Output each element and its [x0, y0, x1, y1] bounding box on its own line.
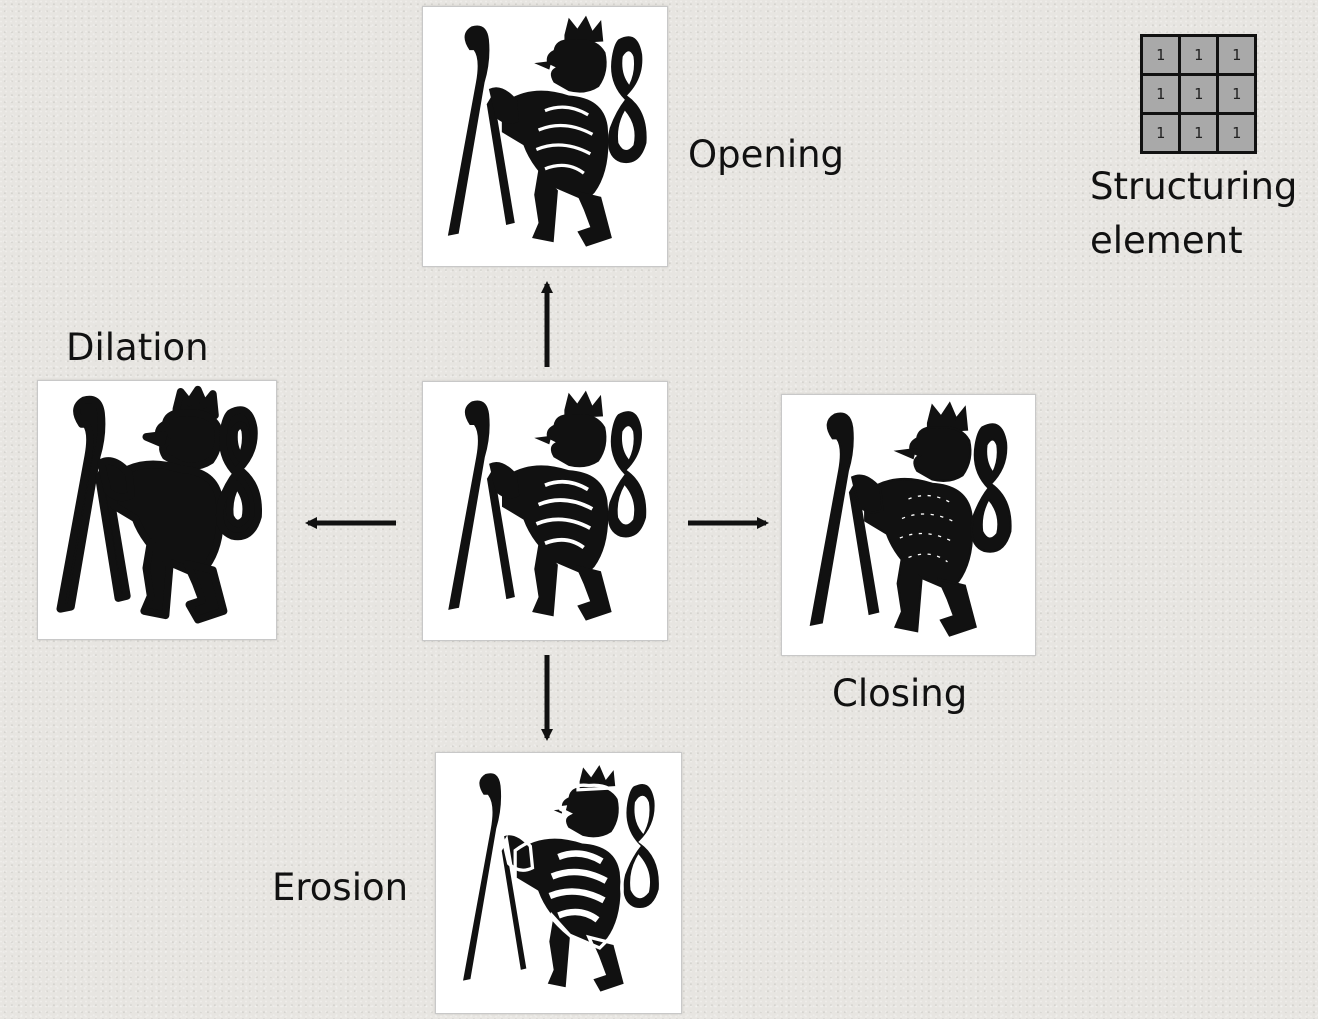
dilation-label: Dilation: [66, 326, 209, 369]
se-cell: 1: [1143, 76, 1178, 112]
se-cell: 1: [1219, 37, 1254, 73]
structuring-element-grid: 1 1 1 1 1 1 1 1 1: [1140, 34, 1257, 154]
structuring-caption-line2: element: [1090, 219, 1243, 262]
opening-image: [422, 6, 668, 267]
se-cell: 1: [1181, 115, 1216, 151]
se-cell: 1: [1219, 76, 1254, 112]
closing-image: [781, 394, 1036, 656]
dilation-image: [37, 380, 277, 640]
opening-label: Opening: [688, 133, 845, 176]
se-cell: 1: [1181, 76, 1216, 112]
erosion-image: [435, 752, 682, 1014]
erosion-label: Erosion: [272, 866, 409, 909]
structuring-caption-line1: Structuring: [1090, 165, 1298, 208]
se-cell: 1: [1219, 115, 1254, 151]
original-image: [422, 381, 668, 641]
se-cell: 1: [1143, 37, 1178, 73]
se-cell: 1: [1143, 115, 1178, 151]
se-cell: 1: [1181, 37, 1216, 73]
structuring-element-caption: Structuring element: [1090, 160, 1297, 268]
closing-label: Closing: [832, 672, 968, 715]
